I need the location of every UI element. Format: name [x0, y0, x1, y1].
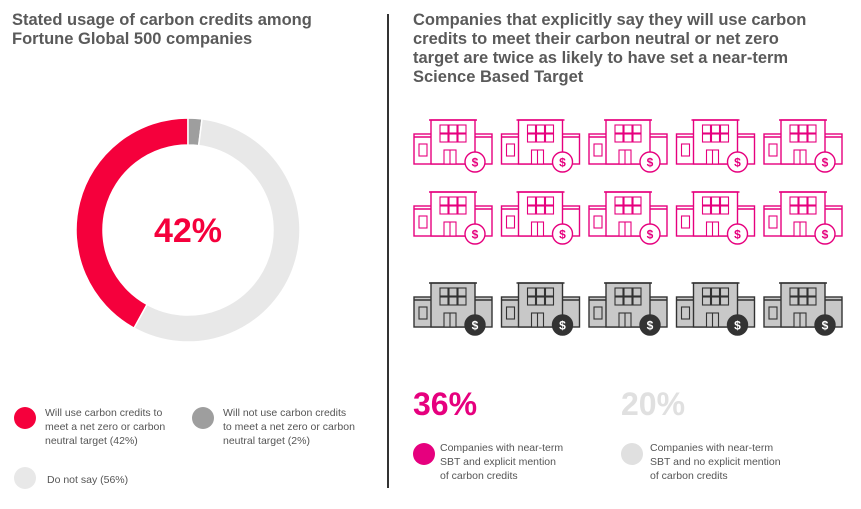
building-dollar-icon: $ — [763, 119, 843, 173]
building-dollar-icon: $ — [588, 282, 668, 336]
svg-text:$: $ — [822, 228, 829, 242]
legend-swatch-will-use — [14, 407, 36, 429]
legend-swatch-do-not-say — [14, 467, 36, 489]
building-dollar-icon: $ — [588, 119, 668, 173]
donut-chart: 42% — [75, 117, 301, 343]
building-dollar-icon: $ — [675, 191, 756, 245]
panel-divider — [387, 14, 389, 488]
building-dollar-icon: $ — [413, 191, 493, 245]
building-dollar-icon: $ — [763, 282, 843, 336]
svg-text:$: $ — [472, 228, 479, 242]
building-dollar-icon: $ — [500, 191, 581, 245]
building-pictogram: $ $ $ $ $ $ $ $ $ $ $ $ $ $ $ — [413, 119, 843, 336]
building-dollar-icon: $ — [500, 119, 581, 173]
svg-text:$: $ — [559, 228, 566, 242]
left-chart-title: Stated usage of carbon credits among For… — [12, 11, 312, 48]
svg-text:$: $ — [559, 319, 566, 333]
svg-text:$: $ — [472, 156, 479, 170]
donut-center-label: 42% — [154, 212, 222, 250]
legend-label-will-use: Will use carbon credits to meet a net ze… — [45, 407, 166, 447]
svg-text:$: $ — [734, 319, 741, 333]
stat-value-with-credits: 36% — [413, 386, 478, 422]
svg-text:$: $ — [822, 156, 829, 170]
svg-text:$: $ — [734, 156, 741, 170]
svg-text:$: $ — [734, 228, 741, 242]
building-dollar-icon: $ — [500, 282, 581, 336]
stat-label-with-credits: Companies with near-term SBT and explici… — [440, 442, 564, 482]
svg-text:$: $ — [822, 319, 829, 333]
building-dollar-icon: $ — [413, 119, 493, 173]
legend-label-will-not-use: Will not use carbon credits to meet a ne… — [223, 407, 355, 447]
legend-swatch-will-not-use — [192, 407, 214, 429]
svg-text:$: $ — [647, 228, 654, 242]
stat-label-without-credits: Companies with near-term SBT and no expl… — [650, 442, 781, 482]
stat-swatch-with-credits — [413, 443, 435, 465]
svg-text:$: $ — [647, 156, 654, 170]
legend-label-do-not-say: Do not say (56%) — [47, 474, 129, 486]
donut-slice-do-not-say — [133, 118, 301, 343]
stat-swatch-without-credits — [621, 443, 643, 465]
svg-text:$: $ — [647, 319, 654, 333]
stat-value-without-credits: 20% — [621, 386, 686, 422]
right-chart-title: Companies that explicitly say they will … — [413, 11, 807, 86]
building-dollar-icon: $ — [413, 282, 493, 336]
building-dollar-icon: $ — [675, 282, 756, 336]
building-dollar-icon: $ — [675, 119, 756, 173]
building-dollar-icon: $ — [588, 191, 668, 245]
svg-text:$: $ — [472, 319, 479, 333]
svg-text:$: $ — [559, 156, 566, 170]
building-dollar-icon: $ — [763, 191, 843, 245]
